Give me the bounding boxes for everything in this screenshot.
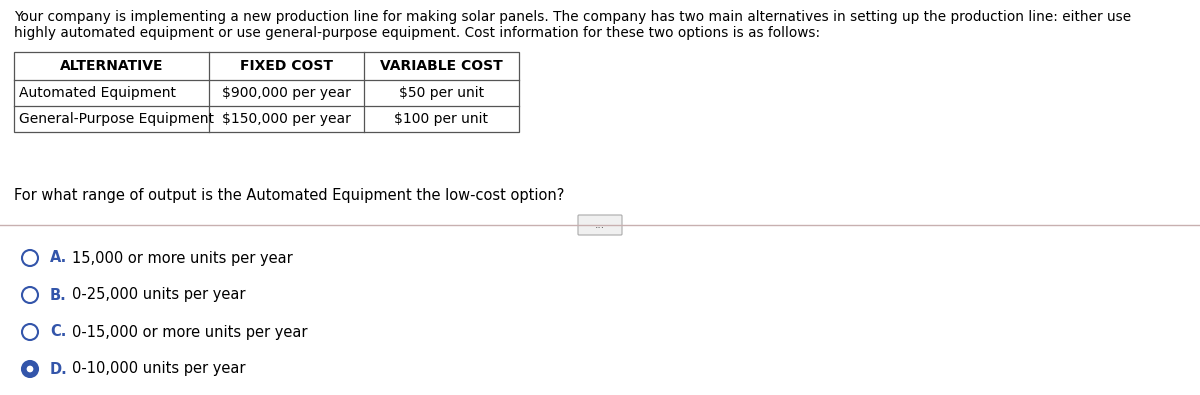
Text: highly automated equipment or use general-purpose equipment. Cost information fo: highly automated equipment or use genera… <box>14 26 820 40</box>
Text: FIXED COST: FIXED COST <box>240 59 334 73</box>
Circle shape <box>22 324 38 340</box>
Text: B.: B. <box>50 288 67 303</box>
Text: 15,000 or more units per year: 15,000 or more units per year <box>72 250 293 265</box>
Text: ...: ... <box>595 220 605 230</box>
Text: 0-15,000 or more units per year: 0-15,000 or more units per year <box>72 325 307 339</box>
Text: A.: A. <box>50 250 67 265</box>
Text: C.: C. <box>50 325 66 339</box>
Circle shape <box>22 250 38 266</box>
Text: $50 per unit: $50 per unit <box>398 86 484 100</box>
Circle shape <box>22 287 38 303</box>
Text: 0-25,000 units per year: 0-25,000 units per year <box>72 288 246 303</box>
Text: General-Purpose Equipment: General-Purpose Equipment <box>19 112 214 126</box>
Text: $900,000 per year: $900,000 per year <box>222 86 350 100</box>
FancyBboxPatch shape <box>578 215 622 235</box>
Text: For what range of output is the Automated Equipment the low-cost option?: For what range of output is the Automate… <box>14 188 564 203</box>
Text: VARIABLE COST: VARIABLE COST <box>380 59 503 73</box>
Text: Automated Equipment: Automated Equipment <box>19 86 176 100</box>
Text: ALTERNATIVE: ALTERNATIVE <box>60 59 163 73</box>
Circle shape <box>26 366 34 372</box>
Text: Your company is implementing a new production line for making solar panels. The : Your company is implementing a new produ… <box>14 10 1132 24</box>
Bar <box>14 52 520 132</box>
Text: 0-10,000 units per year: 0-10,000 units per year <box>72 361 246 376</box>
Text: D.: D. <box>50 361 67 376</box>
Circle shape <box>22 361 38 377</box>
Text: $100 per unit: $100 per unit <box>395 112 488 126</box>
Text: $150,000 per year: $150,000 per year <box>222 112 350 126</box>
